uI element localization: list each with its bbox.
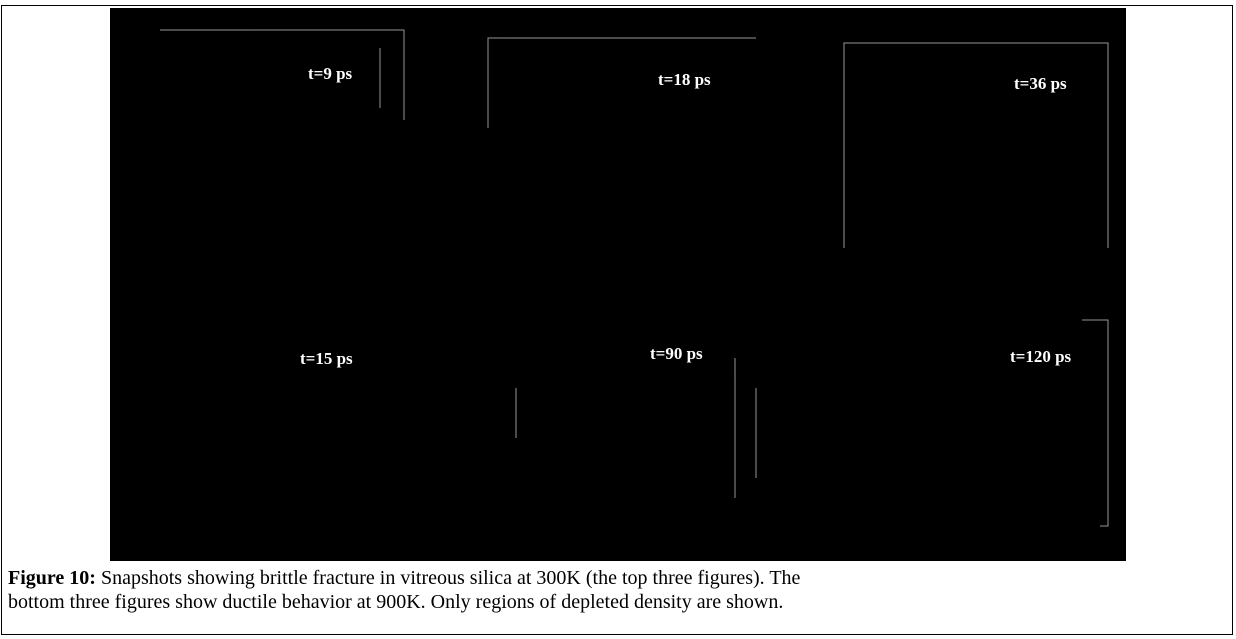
panel-label: t=36 ps [1014, 74, 1067, 93]
caption: Figure 10: Snapshots showing brittle fra… [8, 566, 1228, 614]
panel-label: t=9 ps [308, 64, 353, 83]
panel-label: t=90 ps [650, 344, 703, 363]
caption-label: Figure 10: [8, 567, 96, 589]
caption-line: Figure 10: Snapshots showing brittle fra… [8, 566, 1228, 590]
panel-outlines [160, 29, 1109, 527]
snapshot-image: t=9 ps t=18 ps t=36 ps t=15 ps t=90 ps t… [110, 8, 1126, 561]
figure-frame [1, 5, 1233, 635]
caption-text: bottom three figures show ductile behavi… [8, 591, 784, 613]
panel-label: t=15 ps [300, 349, 353, 368]
panel-label: t=18 ps [658, 70, 711, 89]
caption-line: bottom three figures show ductile behavi… [8, 590, 1228, 614]
outline [1082, 319, 1109, 527]
outline [487, 37, 756, 128]
caption-text: Snapshots showing brittle fracture in vi… [100, 567, 801, 589]
outline [160, 29, 405, 120]
panel-label: t=120 ps [1010, 347, 1072, 366]
outline [843, 42, 1109, 248]
